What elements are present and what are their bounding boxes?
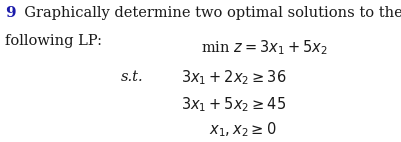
Text: Graphically determine two optimal solutions to the: Graphically determine two optimal soluti…: [15, 6, 401, 20]
Text: $3x_1 + 5x_2 \geq 45$: $3x_1 + 5x_2 \geq 45$: [180, 95, 285, 114]
Text: $3x_1 + 2x_2 \geq 36$: $3x_1 + 2x_2 \geq 36$: [180, 68, 286, 87]
Text: s.t.: s.t.: [120, 70, 143, 84]
Text: 9: 9: [5, 6, 15, 20]
Text: $x_1, x_2 \geq 0$: $x_1, x_2 \geq 0$: [209, 120, 276, 139]
Text: following LP:: following LP:: [5, 34, 101, 48]
Text: min $z = 3x_1 + 5x_2$: min $z = 3x_1 + 5x_2$: [200, 38, 327, 57]
